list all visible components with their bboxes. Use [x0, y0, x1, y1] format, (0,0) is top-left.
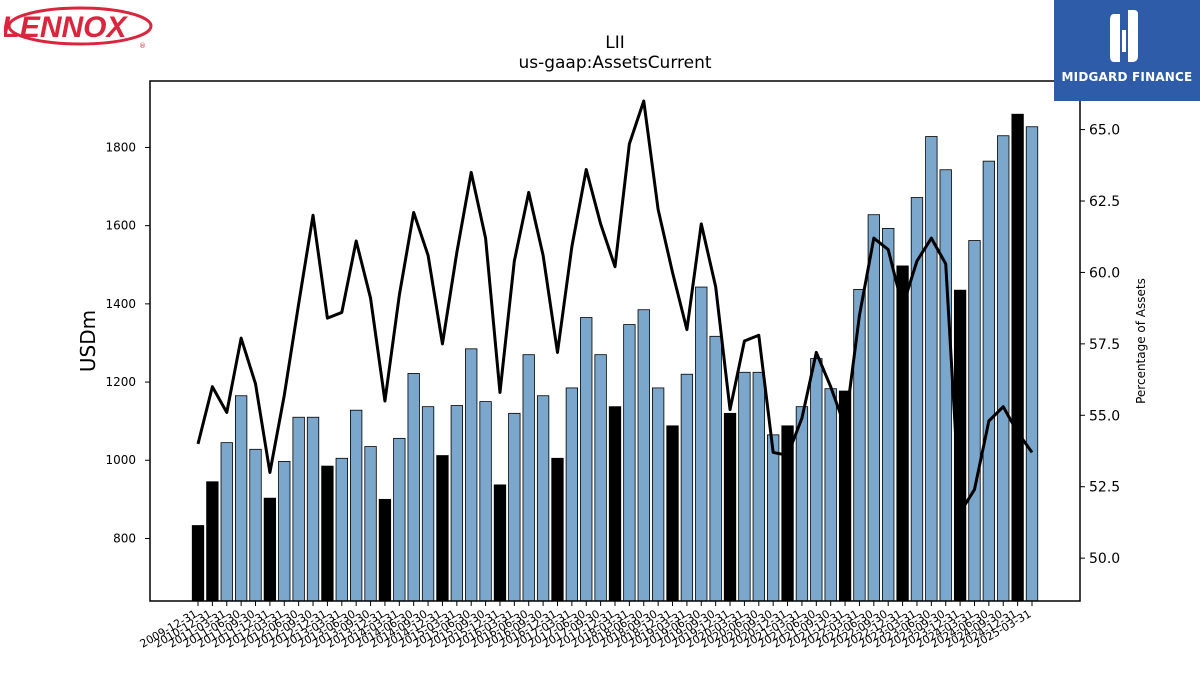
bar: [666, 425, 679, 602]
bar: [220, 442, 233, 602]
right-tick-label: 57.5: [1089, 337, 1120, 353]
bar: [522, 354, 535, 602]
bar: [939, 169, 952, 602]
bar: [997, 135, 1010, 602]
bar: [508, 412, 521, 602]
bar: [637, 309, 650, 602]
bar: [565, 387, 579, 602]
y-axis-left-label: USDm: [76, 310, 100, 372]
bar: [263, 497, 277, 602]
right-tick-label: 52.5: [1089, 480, 1120, 496]
bar: [968, 240, 981, 602]
lennox-logo: LENNOX ®: [1, 4, 154, 50]
bar: [1025, 126, 1039, 602]
bar: [364, 446, 377, 602]
lennox-logo-mark: ®: [139, 42, 146, 50]
bar: [810, 358, 823, 602]
bar: [580, 317, 593, 602]
chart-subtitle: us-gaap:AssetsCurrent: [518, 53, 711, 73]
y-axis-right-label: Percentage of Assets: [1134, 278, 1148, 404]
left-axis: 800 1000 1200 1400 1600 1800: [105, 140, 150, 545]
bar: [608, 406, 622, 602]
lennox-logo-swoosh: [7, 6, 153, 46]
bar: [321, 465, 334, 602]
bar: [278, 461, 291, 602]
bar: [536, 395, 550, 602]
bar: [393, 437, 406, 602]
bar: [350, 409, 363, 602]
midgard-finance-logo: MIDGARD FINANCE: [1054, 0, 1200, 101]
bar: [695, 286, 708, 602]
left-tick-label: 1200: [105, 375, 136, 389]
x-axis: 2009-12-312010-12-312011-03-312011-06-30…: [138, 601, 1034, 651]
bar: [493, 484, 507, 602]
bar: [824, 388, 837, 602]
lennox-logo-text: LENNOX: [4, 11, 128, 44]
right-tick-label: 60.0: [1089, 265, 1120, 281]
right-tick-label: 55.0: [1089, 408, 1120, 424]
bar: [651, 387, 665, 602]
left-tick-label: 1000: [105, 453, 136, 467]
bar: [738, 371, 751, 602]
right-tick-label: 65.0: [1089, 123, 1120, 139]
midgard-emblem-icon: [1110, 10, 1138, 62]
bar: [479, 401, 492, 602]
bar: [896, 265, 909, 602]
left-tick-label: 1400: [105, 297, 136, 311]
bar: [306, 416, 320, 602]
bar: [925, 136, 938, 602]
bar: [1011, 113, 1024, 602]
bar: [551, 457, 564, 602]
bar: [594, 354, 607, 602]
bar: [249, 448, 262, 602]
bar: [910, 197, 924, 602]
bar: [882, 227, 895, 602]
bar: [292, 416, 305, 602]
bar: [723, 412, 737, 602]
bars-layer: [191, 113, 1039, 602]
right-tick-label: 50.0: [1089, 551, 1120, 567]
bar: [982, 160, 996, 602]
left-tick-label: 1600: [105, 219, 136, 233]
right-axis: 50.0 52.5 55.0 57.5 60.0 62.5 65.0: [1080, 123, 1120, 567]
left-tick-label: 1800: [105, 140, 136, 154]
bar: [752, 371, 765, 602]
bar: [335, 457, 348, 602]
bar: [436, 455, 449, 602]
bar: [767, 434, 780, 602]
midgard-finance-text: MIDGARD FINANCE: [1061, 70, 1193, 84]
right-tick-label: 62.5: [1089, 194, 1120, 210]
bar: [234, 395, 248, 602]
bar: [795, 406, 809, 602]
bar: [378, 498, 392, 602]
series-line: [196, 99, 1034, 514]
chart-title: LII: [605, 33, 625, 53]
bar: [709, 335, 722, 602]
bar: [407, 373, 420, 602]
bar: [206, 481, 219, 602]
line-layer: [196, 99, 1034, 514]
bar: [450, 405, 463, 602]
bar: [465, 348, 478, 602]
bar: [421, 406, 435, 602]
bar: [191, 525, 205, 602]
bar: [623, 324, 636, 602]
bar: [680, 373, 694, 602]
bar: [867, 214, 880, 602]
left-tick-label: 800: [113, 531, 136, 545]
